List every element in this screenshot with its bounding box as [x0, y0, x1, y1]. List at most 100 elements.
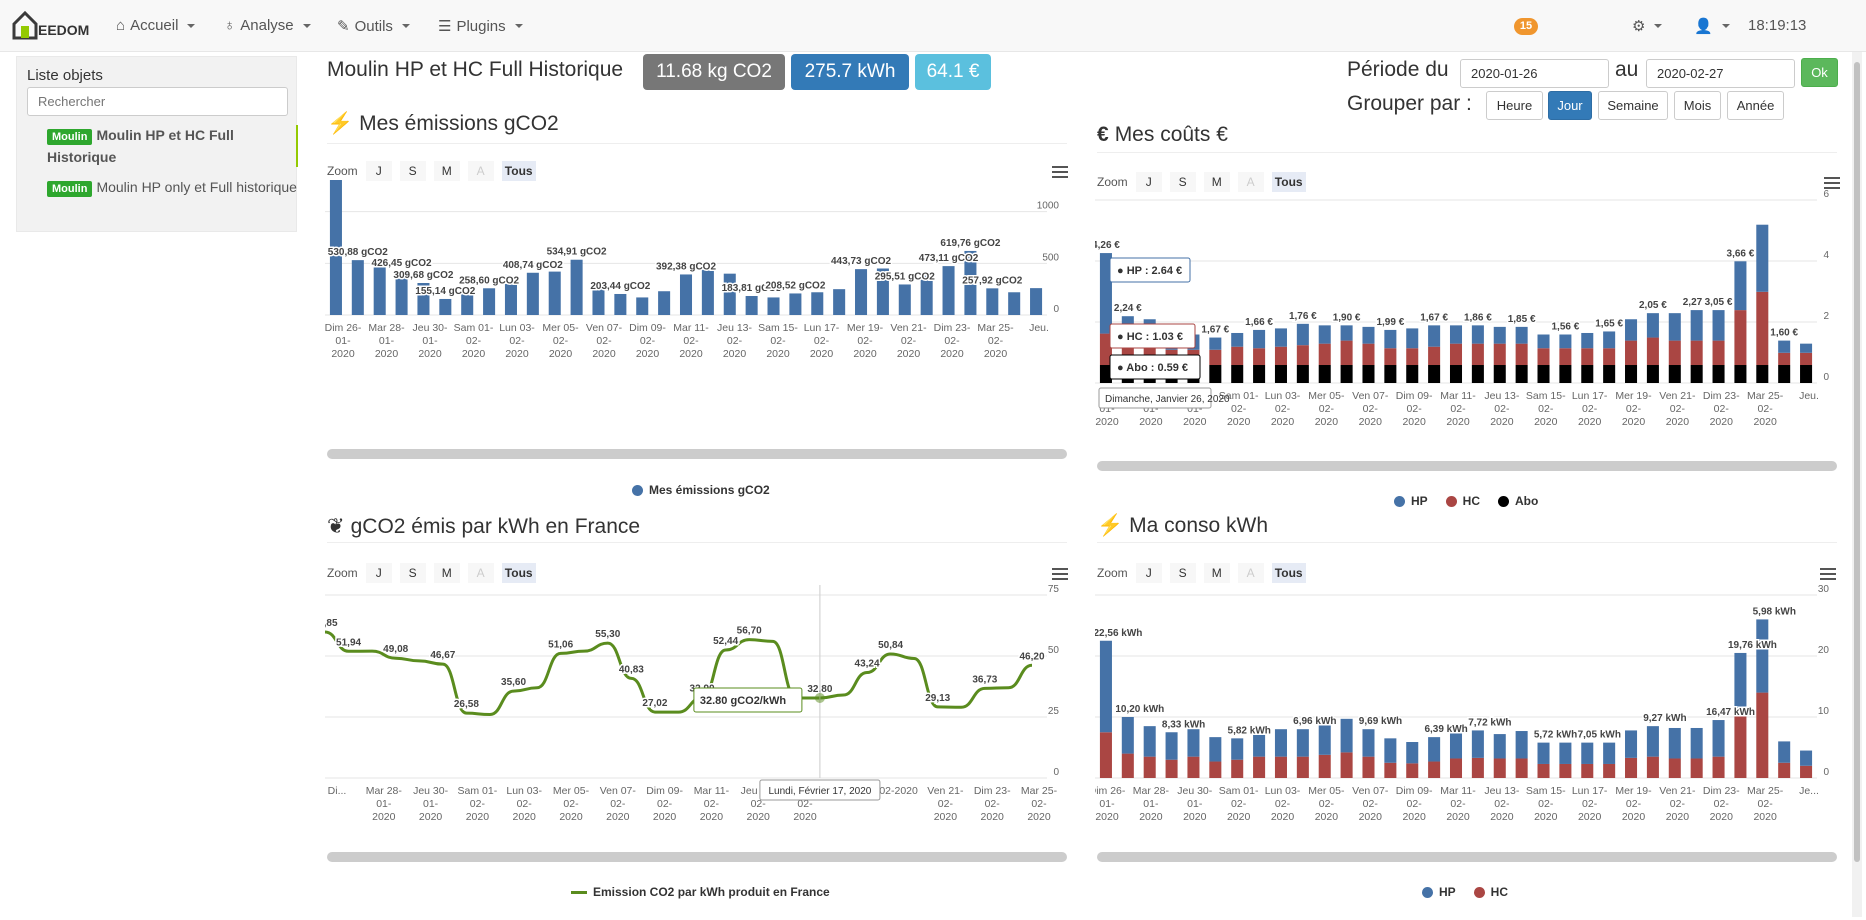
bar-hc — [1274, 756, 1287, 778]
navigator-scrollbar[interactable] — [327, 449, 1067, 459]
user-menu[interactable]: 👤 — [1694, 17, 1730, 35]
zoom-year-button[interactable]: A — [1237, 172, 1264, 192]
bar-hp — [1778, 741, 1791, 763]
y-tick-label: 10 — [1818, 706, 1830, 717]
bar-hc — [1537, 348, 1550, 366]
bar-hp — [1493, 326, 1506, 344]
zoom-year-button[interactable]: A — [467, 161, 494, 181]
zoom-year-button[interactable]: A — [467, 563, 494, 583]
date-to-input[interactable]: 2020-02-27 — [1646, 59, 1795, 88]
data-label: 50,84 — [878, 640, 903, 651]
menu-plugins[interactable]: ☰ Plugins — [438, 17, 523, 35]
group-month-button[interactable]: Mois — [1674, 91, 1721, 120]
bar — [329, 180, 342, 315]
data-label: 534,91 gCO2 — [547, 247, 607, 258]
notification-badge[interactable]: 15 — [1514, 18, 1538, 35]
menu-outils[interactable]: ✎ Outils — [337, 17, 410, 35]
bar-hp — [1449, 325, 1463, 344]
object-item-selected[interactable]: Moulin Moulin HP et HC Full Historique — [17, 125, 298, 167]
data-label-halo: 408,74 gCO2 — [503, 260, 563, 271]
zoom-day-button[interactable]: J — [1135, 563, 1162, 583]
bar — [811, 292, 824, 315]
group-week-button[interactable]: Semaine — [1598, 91, 1668, 120]
zoom-year-button[interactable]: A — [1237, 563, 1264, 583]
bar-abo — [1537, 365, 1550, 383]
data-label-halo: 1,65 € — [1595, 318, 1623, 329]
bar-hc — [1559, 348, 1572, 366]
zoom-all-button[interactable]: Tous — [1271, 172, 1306, 192]
menu-accueil[interactable]: ⌂ Accueil — [116, 17, 196, 34]
tooltip-abo: ● Abo : 0.59 € — [1117, 362, 1188, 374]
zoom-week-button[interactable]: S — [399, 161, 426, 181]
chart-menu-icon[interactable] — [1824, 177, 1840, 189]
data-label: 29,13 — [925, 693, 950, 704]
bar — [876, 268, 889, 315]
data-label: 10,20 kWh — [1115, 704, 1164, 715]
bar-hc — [1231, 346, 1244, 366]
legend[interactable]: Mes émissions gCO2 — [632, 483, 770, 497]
group-day-button[interactable]: Jour — [1548, 91, 1592, 120]
data-label: 22,56 kWh — [1095, 628, 1142, 639]
jeedom-logo[interactable] — [12, 10, 38, 40]
zoom-day-button[interactable]: J — [1135, 172, 1162, 192]
data-label: 1,90 € — [1333, 312, 1361, 323]
bar-hc — [1296, 756, 1309, 778]
zoom-month-button[interactable]: M — [433, 563, 460, 583]
date-from-input[interactable]: 2020-01-26 — [1460, 59, 1609, 88]
bar-hp — [1625, 730, 1638, 758]
bar — [614, 293, 627, 315]
zoom-month-button[interactable]: M — [433, 161, 460, 181]
zoom-week-button[interactable]: S — [1169, 172, 1196, 192]
ok-button[interactable]: Ok — [1801, 58, 1838, 87]
zoom-day-button[interactable]: J — [365, 563, 392, 583]
x-tick-label: Ven 07-02-2020 — [600, 785, 637, 823]
bar — [417, 282, 430, 315]
navigator-scrollbar[interactable] — [327, 852, 1067, 862]
bar-hc — [1384, 762, 1397, 778]
group-year-button[interactable]: Année — [1727, 91, 1784, 120]
page-title: Moulin HP et HC Full Historique — [327, 58, 624, 81]
zoom-week-button[interactable]: S — [399, 563, 426, 583]
data-label-halo: 6,39 kWh — [1424, 724, 1467, 735]
zoom-week-button[interactable]: S — [1169, 563, 1196, 583]
settings-menu[interactable]: ⚙ — [1632, 17, 1663, 35]
bar-abo — [1362, 365, 1375, 383]
zoom-month-button[interactable]: M — [1203, 563, 1230, 583]
navigator-scrollbar[interactable] — [1097, 852, 1837, 862]
zoom-all-button[interactable]: Tous — [1271, 563, 1306, 583]
bar-hp — [1165, 732, 1178, 760]
data-label: 5,72 kWh — [1534, 730, 1577, 741]
navigator-scrollbar[interactable] — [1097, 461, 1837, 471]
bar-hp — [1209, 337, 1222, 350]
data-label: 27,02 — [642, 698, 667, 709]
zoom-all-button[interactable]: Tous — [501, 563, 536, 583]
data-label: 19,76 kWh — [1728, 640, 1777, 651]
data-label: 51,06 — [548, 639, 573, 650]
legend[interactable]: Emission CO2 par kWh produit en France — [571, 885, 830, 899]
page-scrollbar[interactable] — [1852, 52, 1862, 917]
zoom-day-button[interactable]: J — [365, 161, 392, 181]
data-label: 59,85 — [325, 618, 338, 629]
chart-menu-icon[interactable] — [1052, 166, 1068, 178]
bar-hc — [1734, 710, 1747, 778]
chart-menu-icon[interactable] — [1052, 568, 1068, 580]
data-label: 473,11 gCO2 — [919, 253, 979, 264]
bar-hc — [1625, 340, 1638, 366]
group-hour-button[interactable]: Heure — [1486, 91, 1543, 120]
chart-menu-icon[interactable] — [1820, 568, 1836, 580]
menu-analyse[interactable]: ♁ Analyse — [224, 17, 311, 34]
home-icon: ⌂ — [116, 17, 126, 34]
zoom-all-button[interactable]: Tous — [501, 161, 536, 181]
bar — [745, 296, 758, 315]
zoom-month-button[interactable]: M — [1203, 172, 1230, 192]
data-label: 1,65 € — [1595, 318, 1623, 329]
x-tick-label: Dim 09-02-2020 — [629, 322, 666, 360]
search-input[interactable] — [27, 87, 288, 116]
legend[interactable]: HP HC Abo — [1394, 494, 1538, 508]
tooltip-hp-box — [1109, 257, 1191, 283]
legend[interactable]: HP HC — [1422, 885, 1508, 899]
data-label-halo: 619,76 gCO2 — [940, 238, 1000, 249]
data-label: 257,92 gCO2 — [962, 275, 1022, 286]
data-label-halo: 3,05 € — [1705, 297, 1733, 308]
object-item[interactable]: Moulin Moulin HP only et Full historique — [17, 177, 298, 199]
